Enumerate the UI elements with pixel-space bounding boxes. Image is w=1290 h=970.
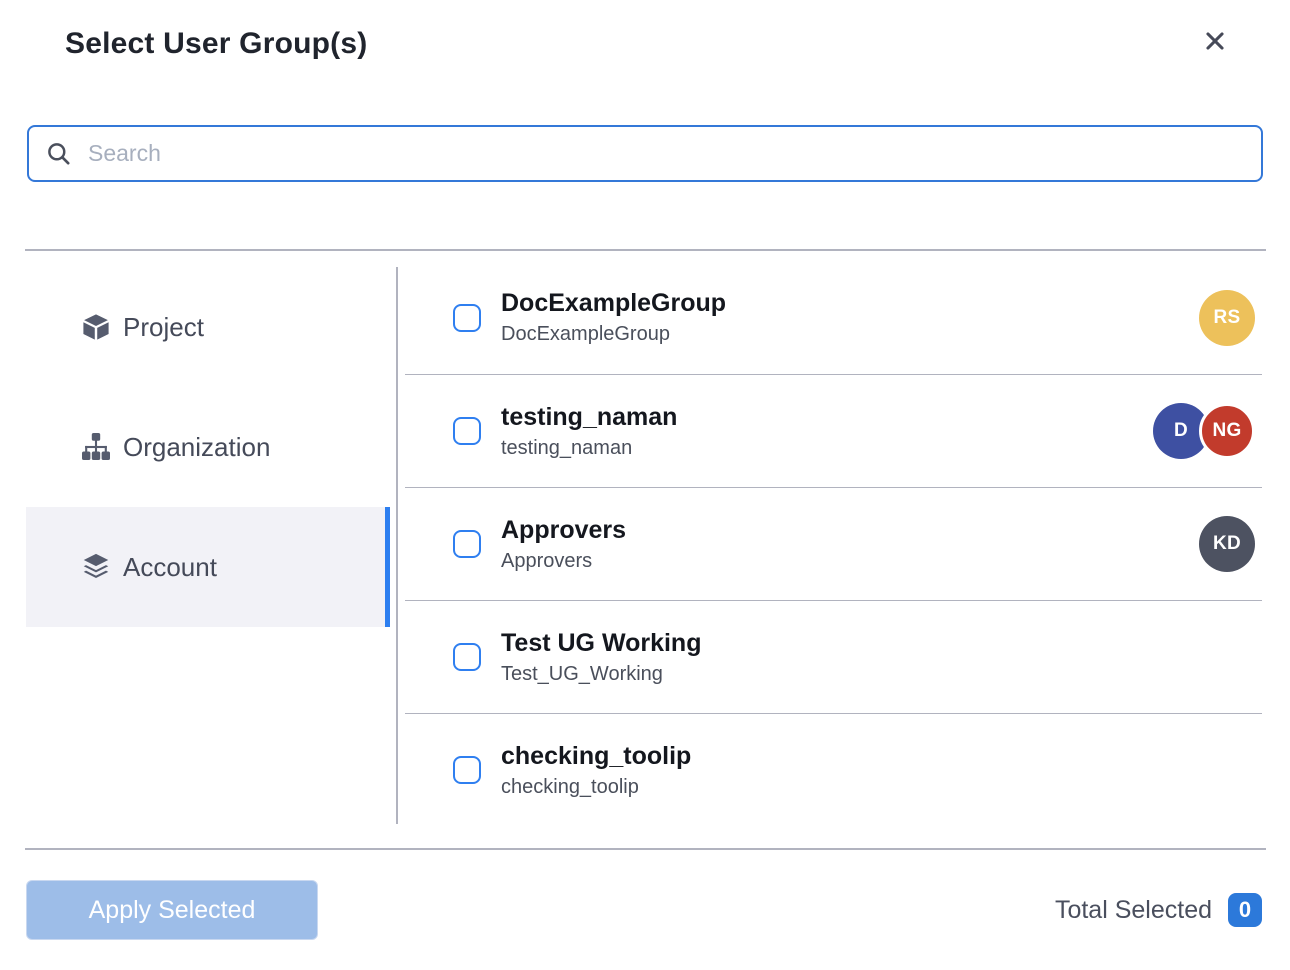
group-name: DocExampleGroup [501,289,727,317]
avatar-group: D NG [1153,403,1255,459]
group-subtitle: Approvers [501,549,593,572]
group-checkbox[interactable] [453,303,481,332]
group-checkbox[interactable] [453,756,481,784]
close-button[interactable] [1198,24,1232,58]
group-row: DocExampleGroup DocExampleGroup RS [405,261,1262,374]
avatar-group: RS [1199,289,1255,346]
group-subtitle: testing_naman [501,436,633,459]
user-group-list: DocExampleGroup DocExampleGroup RS testi… [398,251,1290,848]
search-input[interactable] [86,139,1245,168]
content-divider [396,267,398,824]
layers-icon [82,553,110,581]
modal-title: Select User Group(s) [65,27,368,60]
group-subtitle: checking_toolip [501,775,639,798]
total-selected: Total Selected 0 [1055,893,1262,927]
total-selected-badge: 0 [1228,893,1262,927]
search-box [27,125,1263,182]
tab-project[interactable]: Project [26,267,390,387]
avatar: RS [1199,289,1255,346]
group-row: testing_naman testing_naman D NG [405,374,1262,487]
group-row: checking_toolip checking_toolip [405,713,1262,826]
group-subtitle: Test_UG_Working [501,662,663,685]
modal-footer: Apply Selected Total Selected 0 [0,850,1290,970]
group-name: checking_toolip [501,741,692,770]
avatar: NG [1199,403,1255,459]
group-name: Test UG Working [501,628,702,657]
tab-label: Project [123,311,204,342]
tab-organization[interactable]: Organization [26,387,390,507]
cube-icon [82,313,110,341]
group-text: checking_toolip checking_toolip [501,741,1255,800]
group-text: testing_naman testing_naman [501,402,1153,461]
group-row: Approvers Approvers KD [405,487,1262,600]
tab-label: Organization [123,431,271,462]
group-checkbox[interactable] [453,530,481,558]
close-icon [1202,32,1228,57]
group-checkbox[interactable] [453,417,481,445]
footer-divider [25,848,1266,850]
org-chart-icon [82,433,110,461]
avatar: KD [1199,516,1255,572]
modal-header: Select User Group(s) [0,0,1290,64]
group-name: testing_naman [501,402,678,431]
scope-sidebar: Project Organization [0,251,390,848]
group-row: Test UG Working Test_UG_Working [405,600,1262,713]
search-icon [45,140,72,167]
group-subtitle: DocExampleGroup [501,323,670,345]
tab-label: Account [123,551,217,582]
avatar-group: KD [1199,516,1255,572]
group-text: DocExampleGroup DocExampleGroup [501,288,1199,347]
total-selected-label: Total Selected [1054,895,1212,924]
group-name: Approvers [501,515,627,544]
group-text: Test UG Working Test_UG_Working [501,628,1255,687]
header-divider [25,249,1266,251]
group-checkbox[interactable] [453,643,481,671]
group-text: Approvers Approvers [501,515,1199,574]
tab-account[interactable]: Account [26,507,390,627]
modal-content: Project Organization [0,251,1290,848]
apply-selected-button[interactable]: Apply Selected [26,880,318,940]
